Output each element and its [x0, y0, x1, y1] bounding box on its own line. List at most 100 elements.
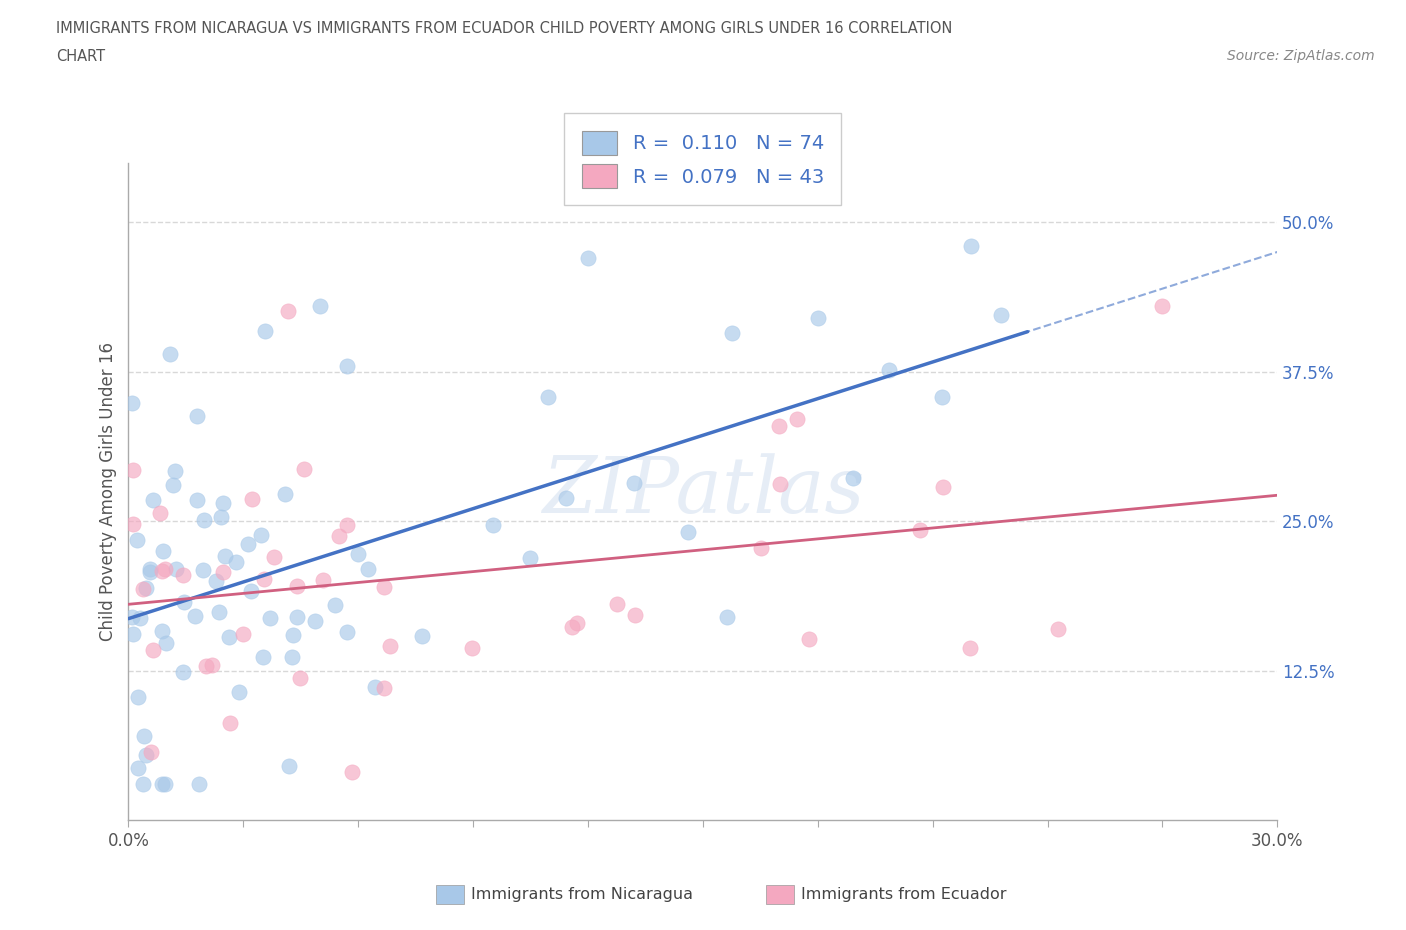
Point — [219, 715, 242, 730]
Point — [150, 777, 173, 791]
Point — [482, 518, 505, 533]
Point — [172, 567, 194, 582]
Point — [1047, 621, 1070, 636]
Point — [606, 596, 628, 611]
Point — [188, 777, 211, 791]
Point — [336, 517, 359, 532]
Point — [142, 493, 165, 508]
Point — [288, 671, 311, 685]
Point — [411, 628, 433, 643]
Point — [323, 598, 346, 613]
Point — [121, 517, 143, 532]
Point — [254, 324, 277, 339]
Point — [561, 620, 583, 635]
Point — [172, 665, 194, 680]
Text: Immigrants from Ecuador: Immigrants from Ecuador — [801, 887, 1007, 902]
Point — [238, 537, 260, 551]
Point — [205, 573, 228, 588]
Point — [127, 690, 149, 705]
Point — [129, 610, 152, 625]
Point — [342, 764, 364, 779]
Point — [1152, 299, 1174, 313]
Legend: R =  0.110   N = 74, R =  0.079   N = 43: R = 0.110 N = 74, R = 0.079 N = 43 — [564, 113, 841, 206]
Text: Source: ZipAtlas.com: Source: ZipAtlas.com — [1227, 49, 1375, 63]
Point — [959, 239, 981, 254]
Point — [908, 523, 931, 538]
Point — [163, 464, 186, 479]
Point — [173, 594, 195, 609]
Point — [768, 418, 790, 433]
Point — [252, 649, 274, 664]
Point — [195, 658, 218, 673]
Point — [138, 565, 160, 579]
Point — [292, 462, 315, 477]
Point — [218, 630, 240, 644]
Point — [309, 299, 332, 313]
Text: ZIPatlas: ZIPatlas — [541, 453, 865, 529]
Point — [121, 395, 143, 410]
Point — [132, 581, 155, 596]
Point — [214, 549, 236, 564]
Point — [135, 580, 157, 595]
Point — [879, 363, 901, 378]
Point — [162, 477, 184, 492]
Point — [132, 777, 155, 791]
Point — [240, 492, 263, 507]
Point — [274, 486, 297, 501]
Text: CHART: CHART — [56, 49, 105, 64]
Point — [121, 609, 143, 624]
Point — [134, 729, 156, 744]
Point — [624, 607, 647, 622]
Text: Immigrants from Nicaragua: Immigrants from Nicaragua — [471, 887, 693, 902]
Point — [364, 680, 387, 695]
Point — [797, 631, 820, 646]
Point — [932, 479, 955, 494]
Point — [842, 470, 865, 485]
Point — [183, 608, 205, 623]
Point — [328, 528, 350, 543]
Point — [555, 490, 578, 505]
Point — [277, 303, 299, 318]
Point — [537, 390, 560, 405]
Text: IMMIGRANTS FROM NICARAGUA VS IMMIGRANTS FROM ECUADOR CHILD POVERTY AMONG GIRLS U: IMMIGRANTS FROM NICARAGUA VS IMMIGRANTS … — [56, 21, 953, 36]
Point — [150, 563, 173, 578]
Point — [336, 625, 359, 640]
Point — [142, 643, 165, 658]
Point — [678, 525, 700, 539]
Point — [623, 475, 645, 490]
Point — [263, 550, 285, 565]
Point — [807, 311, 830, 325]
Point — [239, 583, 262, 598]
Point — [567, 616, 589, 631]
Point — [152, 544, 174, 559]
Point — [232, 627, 254, 642]
Point — [253, 571, 276, 586]
Point — [373, 681, 395, 696]
Point — [786, 412, 808, 427]
Point — [127, 533, 149, 548]
Point — [211, 495, 233, 510]
Point — [186, 492, 208, 507]
Point — [959, 641, 981, 656]
Point — [121, 463, 143, 478]
Point — [716, 609, 738, 624]
Point — [461, 641, 484, 656]
Point — [225, 554, 247, 569]
Point — [576, 251, 599, 266]
Point — [150, 623, 173, 638]
Y-axis label: Child Poverty Among Girls Under 16: Child Poverty Among Girls Under 16 — [100, 342, 117, 641]
Point — [373, 579, 395, 594]
Point — [228, 684, 250, 699]
Point — [155, 635, 177, 650]
Point — [127, 761, 149, 776]
Point — [720, 326, 742, 340]
Point — [201, 658, 224, 673]
Point — [259, 610, 281, 625]
Point — [285, 609, 308, 624]
Point — [277, 759, 299, 774]
Point — [153, 562, 176, 577]
Point — [155, 777, 177, 791]
Point — [159, 346, 181, 361]
Point — [122, 627, 145, 642]
Point — [138, 562, 160, 577]
